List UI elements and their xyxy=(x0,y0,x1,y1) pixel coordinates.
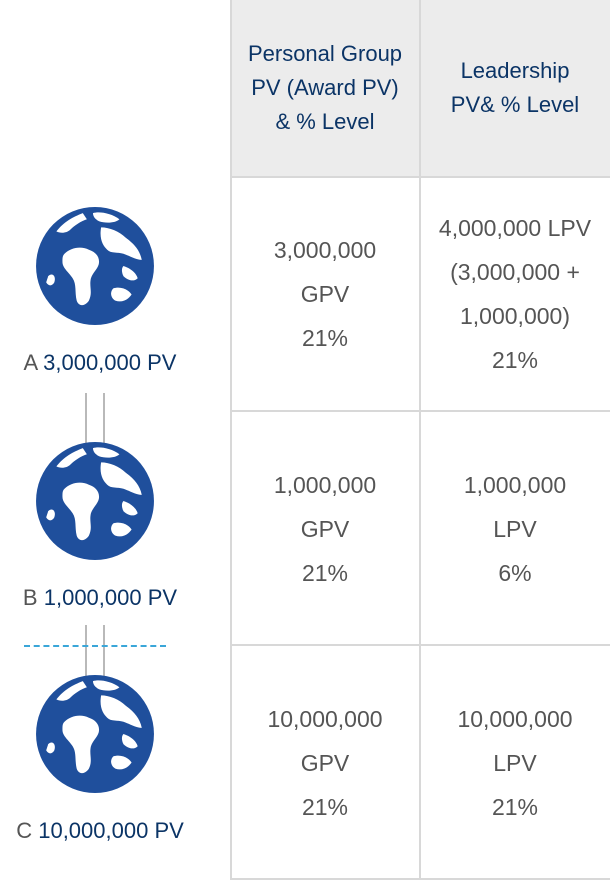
cell-line: GPV xyxy=(300,516,350,542)
cell-line: GPV xyxy=(300,750,350,776)
cell-line: 3,000,000 xyxy=(273,237,377,263)
cell-line: 1,000,000 xyxy=(463,472,567,498)
grid-line xyxy=(230,878,610,880)
header-line: & % Level xyxy=(275,109,375,134)
row-a-lpv-cell: 4,000,000 LPV (3,000,000 + 1,000,000) 21… xyxy=(420,206,610,382)
cell-line: LPV xyxy=(493,750,537,776)
row-a-gpv-cell: 3,000,000 GPV 21% xyxy=(230,228,420,360)
pv-table: Personal Group PV (Award PV) & % Level L… xyxy=(230,0,610,880)
cell-line: 1,000,000 xyxy=(273,472,377,498)
header-personal-group-pv: Personal Group PV (Award PV) & % Level xyxy=(230,0,420,176)
tier-letter: A xyxy=(23,350,37,375)
cell-line: 1,000,000) xyxy=(460,303,570,329)
grid-line xyxy=(419,0,421,880)
globe-icon xyxy=(34,673,156,795)
cell-line: 4,000,000 LPV xyxy=(438,215,592,241)
tier-pv: 3,000,000 PV xyxy=(43,350,177,375)
header-line: Leadership xyxy=(460,58,570,83)
tier-c-label: C 10,000,000 PV xyxy=(0,818,200,844)
connector-line xyxy=(85,393,87,443)
grid-line xyxy=(230,176,610,178)
row-b-gpv-cell: 1,000,000 GPV 21% xyxy=(230,463,420,595)
row-c-gpv-cell: 10,000,000 GPV 21% xyxy=(230,697,420,829)
cell-line: 21% xyxy=(301,325,349,351)
tier-letter: B xyxy=(22,585,38,610)
cell-line: 21% xyxy=(301,794,349,820)
tier-pv: 1,000,000 PV xyxy=(43,585,178,610)
breakaway-dashed-line xyxy=(24,645,166,647)
connector-line xyxy=(103,625,105,677)
header-line: PV& % Level xyxy=(450,92,580,117)
grid-line xyxy=(230,0,232,880)
globe-icon xyxy=(34,205,156,327)
cell-line: GPV xyxy=(300,281,350,307)
tier-letter: C xyxy=(16,818,33,843)
cell-line: 10,000,000 xyxy=(457,706,573,732)
cell-line: 6% xyxy=(498,560,532,586)
cell-line: LPV xyxy=(493,516,537,542)
row-b-lpv-cell: 1,000,000 LPV 6% xyxy=(420,463,610,595)
connector-line xyxy=(103,393,105,443)
header-leadership-pv: Leadership PV& % Level xyxy=(420,0,610,176)
grid-line xyxy=(230,644,610,646)
connector-line xyxy=(85,625,87,677)
cell-line: 21% xyxy=(491,794,539,820)
header-line: PV (Award PV) xyxy=(251,75,399,100)
tier-b-label: B 1,000,000 PV xyxy=(0,585,200,611)
row-c-lpv-cell: 10,000,000 LPV 21% xyxy=(420,697,610,829)
globe-icon xyxy=(34,440,156,562)
header-line: Personal Group xyxy=(247,41,403,66)
tier-a-label: A 3,000,000 PV xyxy=(0,350,200,376)
cell-line: 21% xyxy=(491,347,539,373)
grid-line xyxy=(230,410,610,412)
cell-line: 21% xyxy=(301,560,349,586)
cell-line: (3,000,000 + xyxy=(450,259,580,285)
tier-pv: 10,000,000 PV xyxy=(38,818,184,843)
tier-column: A 3,000,000 PV B 1,000,000 PV C 10,000,0… xyxy=(0,0,230,880)
cell-line: 10,000,000 xyxy=(267,706,383,732)
